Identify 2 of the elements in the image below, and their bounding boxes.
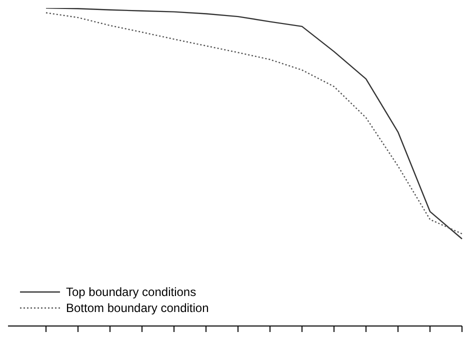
legend-label: Bottom boundary condition xyxy=(66,300,209,316)
legend-label: Top boundary conditions xyxy=(66,284,196,300)
